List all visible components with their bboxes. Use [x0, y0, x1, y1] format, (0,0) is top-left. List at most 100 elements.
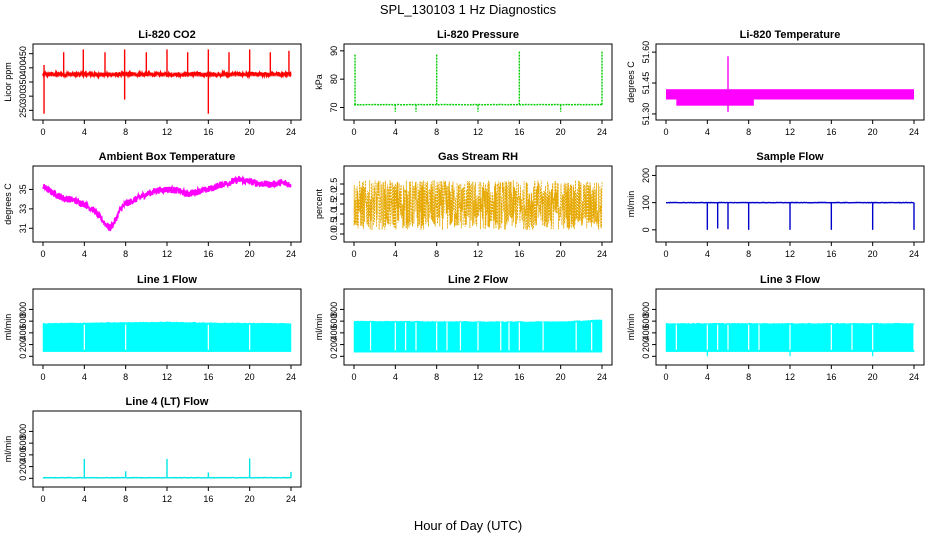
x-tick-label: 0 [663, 127, 668, 137]
y-axis-label: kPa [314, 74, 324, 90]
panel-5: Sample Flow ml/min 0 4 8 12 16 20 24 0 100 200 [626, 151, 925, 259]
panel-title: Line 4 (LT) Flow [126, 396, 209, 408]
x-tick-label: 16 [514, 372, 524, 382]
y-tick-label: 800 [641, 302, 651, 317]
panel-title: Gas Stream RH [438, 151, 518, 163]
x-tick-label: 0 [351, 127, 356, 137]
x-tick-label: 0 [663, 372, 668, 382]
data-layer [354, 50, 603, 112]
y-tick-label: 400 [329, 325, 339, 340]
y-tick-label: 400 [18, 325, 28, 340]
x-tick-label: 20 [245, 249, 255, 259]
data-layer [353, 319, 603, 353]
panel-3: Ambient Box Temperature degrees C 0 4 8 12 16 2… [3, 151, 302, 259]
y-tick-label: 400 [18, 447, 28, 462]
x-tick-label: 12 [473, 249, 483, 259]
x-tick-label: 4 [705, 127, 710, 137]
x-tick-label: 24 [286, 249, 296, 259]
x-tick-label: 24 [597, 127, 607, 137]
y-tick-label: 250 [18, 103, 28, 118]
panel-title: Li-820 Pressure [437, 29, 519, 41]
x-tick-label: 4 [705, 249, 710, 259]
y-tick-label: 350 [18, 74, 28, 89]
x-tick-label: 12 [162, 494, 172, 504]
x-tick-label: 24 [597, 249, 607, 259]
x-tick-label: 12 [473, 127, 483, 137]
y-tick-label: 200 [18, 459, 28, 474]
x-tick-label: 0 [351, 372, 356, 382]
x-tick-label: 24 [286, 127, 296, 137]
x-tick-label: 16 [826, 249, 836, 259]
x-tick-label: 0 [40, 372, 45, 382]
y-axis-label: ml/min [314, 314, 324, 341]
y-tick-label: 2.5 [329, 178, 339, 191]
panel-title: Li-820 Temperature [740, 29, 841, 41]
x-tick-label: 20 [245, 127, 255, 137]
x-tick-label: 16 [826, 372, 836, 382]
y-axis-label: percent [314, 188, 324, 219]
x-tick-label: 24 [597, 372, 607, 382]
y-tick-label: 450 [18, 46, 28, 61]
x-tick-label: 0 [663, 249, 668, 259]
data-layer [42, 458, 292, 479]
y-tick-label: 400 [18, 60, 28, 75]
y-tick-label: 400 [641, 325, 651, 340]
y-axis-label: degrees C [626, 61, 636, 103]
x-tick-label: 8 [434, 372, 439, 382]
y-axis-label: degrees C [3, 183, 13, 225]
x-tick-label: 16 [203, 249, 213, 259]
panel-title: Line 3 Flow [760, 274, 820, 286]
x-tick-label: 20 [556, 372, 566, 382]
x-tick-label: 20 [868, 249, 878, 259]
x-tick-label: 0 [40, 494, 45, 504]
x-tick-label: 24 [909, 249, 919, 259]
low-band [676, 99, 754, 106]
x-tick-label: 16 [203, 127, 213, 137]
x-tick-label: 16 [203, 372, 213, 382]
x-tick-label: 24 [909, 127, 919, 137]
y-tick-label: 200 [641, 168, 651, 183]
y-tick-label: 2.0 [329, 188, 339, 201]
x-tick-label: 16 [826, 127, 836, 137]
y-tick-label: 51.45 [641, 72, 651, 95]
data-layer [42, 49, 292, 114]
y-tick-label: 90 [329, 46, 339, 56]
y-tick-label: 100 [641, 195, 651, 210]
y-tick-label: 200 [18, 337, 28, 352]
x-tick-label: 4 [82, 249, 87, 259]
x-tick-label: 20 [556, 249, 566, 259]
x-tick-label: 12 [162, 249, 172, 259]
data-layer [42, 175, 292, 232]
y-tick-label: 600 [329, 314, 339, 329]
y-tick-label: 200 [329, 337, 339, 352]
x-tick-label: 12 [473, 372, 483, 382]
x-tick-label: 8 [123, 249, 128, 259]
panel-title: Ambient Box Temperature [99, 151, 236, 163]
data-layer [666, 56, 914, 112]
panel-9: Line 4 (LT) Flow ml/min 0 4 8 12 16 20 24 0 200400… [3, 396, 302, 504]
x-tick-label: 0 [40, 249, 45, 259]
panel-title: Sample Flow [756, 151, 824, 163]
y-tick-label: 0.5 [329, 218, 339, 231]
y-tick-label: 0 [329, 354, 339, 359]
y-tick-label: 35 [18, 184, 28, 194]
y-tick-label: 70 [329, 102, 339, 112]
y-tick-label: 0 [641, 354, 651, 359]
data-layer [42, 321, 292, 352]
x-tick-label: 12 [785, 249, 795, 259]
panel-7: Line 2 Flow ml/min 0 4 8 12 16 20 24 0 20040060080… [314, 274, 613, 382]
x-tick-label: 8 [123, 372, 128, 382]
figure-title: SPL_130103 1 Hz Diagnostics [379, 2, 557, 17]
y-tick-label: 1.5 [329, 198, 339, 211]
y-tick-label: 800 [329, 302, 339, 317]
y-tick-label: 0 [18, 354, 28, 359]
x-tick-label: 20 [868, 372, 878, 382]
series-line [42, 175, 292, 232]
x-tick-label: 24 [909, 372, 919, 382]
x-tick-label: 0 [351, 249, 356, 259]
x-tick-label: 12 [785, 127, 795, 137]
x-tick-label: 4 [393, 127, 398, 137]
x-tick-label: 8 [434, 127, 439, 137]
panel-2: Li-820 Temperature degrees C 0 4 8 12 16 20 24 51… [626, 29, 925, 137]
